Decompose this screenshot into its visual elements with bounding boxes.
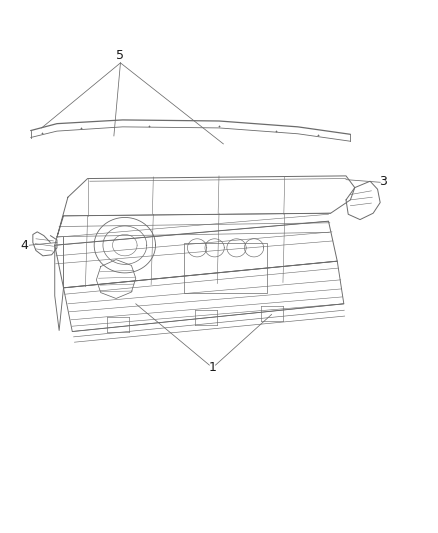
Text: 4: 4 (20, 239, 28, 252)
Bar (184, 243, 267, 293)
Text: 1: 1 (208, 361, 216, 374)
Text: 3: 3 (379, 175, 387, 188)
Text: 5: 5 (117, 50, 124, 62)
